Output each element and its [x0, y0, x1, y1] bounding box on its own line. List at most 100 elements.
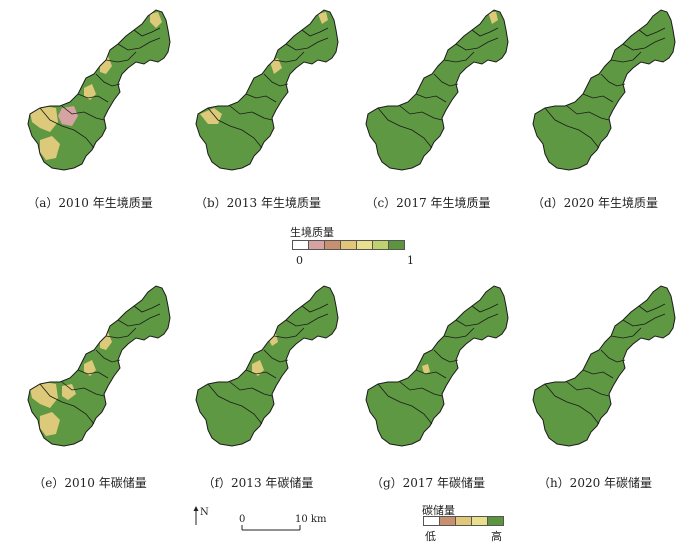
- district-boundary: [433, 349, 459, 363]
- scale-bar: [241, 525, 301, 531]
- habitat-map-2017: [365, 9, 509, 171]
- district-boundary: [117, 37, 161, 51]
- region-fill: [366, 10, 508, 170]
- region-fill: [196, 286, 338, 446]
- carbon-legend-swatch-2: [455, 516, 472, 526]
- district-boundary: [566, 381, 610, 397]
- district-boundary: [566, 105, 610, 121]
- district-boundary: [544, 107, 600, 149]
- map-panel-f: [168, 278, 340, 466]
- quality-patch: [84, 360, 96, 376]
- quality-patch: [40, 136, 60, 160]
- caption-a: （a）2010 年生境质量: [27, 196, 153, 210]
- district-boundary: [600, 349, 626, 363]
- district-boundary: [377, 383, 433, 425]
- district-boundary: [77, 93, 109, 103]
- quality-patch: [488, 12, 498, 24]
- carbon-legend-high: 高: [491, 530, 502, 543]
- quality-patch: [30, 382, 58, 408]
- district-boundary: [77, 369, 109, 379]
- district-boundary: [638, 27, 666, 37]
- region-fill: [533, 10, 675, 170]
- quality-patch: [270, 58, 282, 74]
- habitat-map-2013: [195, 9, 339, 171]
- carbon-map-2013: [195, 285, 339, 447]
- district-boundary: [245, 369, 277, 379]
- district-boundary: [61, 105, 105, 121]
- district-boundary: [443, 51, 475, 63]
- carbon-map-2020: [532, 285, 676, 447]
- map-panel-a: [0, 2, 172, 190]
- habitat-legend-swatch-1: [308, 240, 325, 250]
- district-boundary: [622, 37, 666, 51]
- district-boundary: [455, 313, 499, 327]
- map-panel-g: [338, 278, 510, 466]
- habitat-map-2020: [532, 9, 676, 171]
- district-boundary: [600, 73, 626, 87]
- district-boundary: [263, 73, 289, 87]
- district-boundary: [105, 327, 137, 339]
- region-fill: [533, 286, 675, 446]
- district-boundary: [471, 27, 499, 37]
- district-boundary: [399, 381, 443, 397]
- quality-patch: [200, 108, 222, 124]
- district-boundary: [582, 369, 614, 379]
- district-boundary: [433, 73, 459, 87]
- habitat-legend-swatch-6: [388, 240, 405, 250]
- district-boundary: [95, 73, 121, 87]
- district-boundary: [301, 303, 329, 313]
- habitat-legend-swatch-4: [356, 240, 373, 250]
- district-boundary: [285, 313, 329, 327]
- caption-f: （f）2013 年碳储量: [202, 476, 314, 490]
- north-arrow-icon: [193, 506, 199, 525]
- habitat-legend-title: 生境质量: [290, 226, 334, 239]
- quality-patch: [422, 364, 430, 374]
- district-boundary: [117, 313, 161, 327]
- district-boundary: [273, 327, 305, 339]
- district-boundary: [622, 313, 666, 327]
- region-fill: [28, 10, 170, 170]
- carbon-legend-ramp: [423, 516, 504, 526]
- carbon-legend-swatch-1: [439, 516, 456, 526]
- carbon-legend-swatch-3: [471, 516, 488, 526]
- region-outline: [195, 285, 339, 447]
- habitat-legend-max: 1: [407, 254, 414, 267]
- region-fill: [366, 286, 508, 446]
- district-boundary: [263, 349, 289, 363]
- caption-d: （d）2020 年生境质量: [531, 196, 659, 210]
- habitat-map-2010: [27, 9, 171, 171]
- quality-patch: [62, 384, 76, 400]
- region-outline: [365, 9, 509, 171]
- region-fill: [196, 10, 338, 170]
- quality-patch: [150, 12, 162, 28]
- habitat-legend-swatch-5: [372, 240, 389, 250]
- quality-patch: [40, 412, 60, 436]
- district-boundary: [105, 51, 137, 63]
- map-panel-e: [0, 278, 172, 466]
- district-boundary: [544, 383, 600, 425]
- carbon-map-2010: [27, 285, 171, 447]
- district-boundary: [399, 105, 443, 121]
- district-boundary: [610, 327, 642, 339]
- quality-patch: [84, 84, 96, 100]
- region-fill: [28, 286, 170, 446]
- habitat-legend-swatch-2: [324, 240, 341, 250]
- habitat-legend-ramp: [292, 240, 405, 250]
- carbon-legend-low: 低: [425, 530, 436, 543]
- district-boundary: [229, 105, 273, 121]
- quality-patch: [252, 360, 264, 376]
- district-boundary: [133, 303, 161, 313]
- district-boundary: [245, 93, 277, 103]
- map-panel-h: [505, 278, 677, 466]
- carbon-map-2017: [365, 285, 509, 447]
- caption-b: （b）2013 年生境质量: [194, 196, 322, 210]
- region-outline: [195, 9, 339, 171]
- map-panel-d: [505, 2, 677, 190]
- caption-g: （g）2017 年碳储量: [370, 476, 486, 490]
- district-boundary: [415, 93, 447, 103]
- region-outline: [27, 9, 171, 171]
- district-boundary: [39, 383, 95, 425]
- quality-patch: [58, 106, 78, 126]
- caption-e: （e）2010 年碳储量: [33, 476, 147, 490]
- carbon-legend-swatch-4: [487, 516, 504, 526]
